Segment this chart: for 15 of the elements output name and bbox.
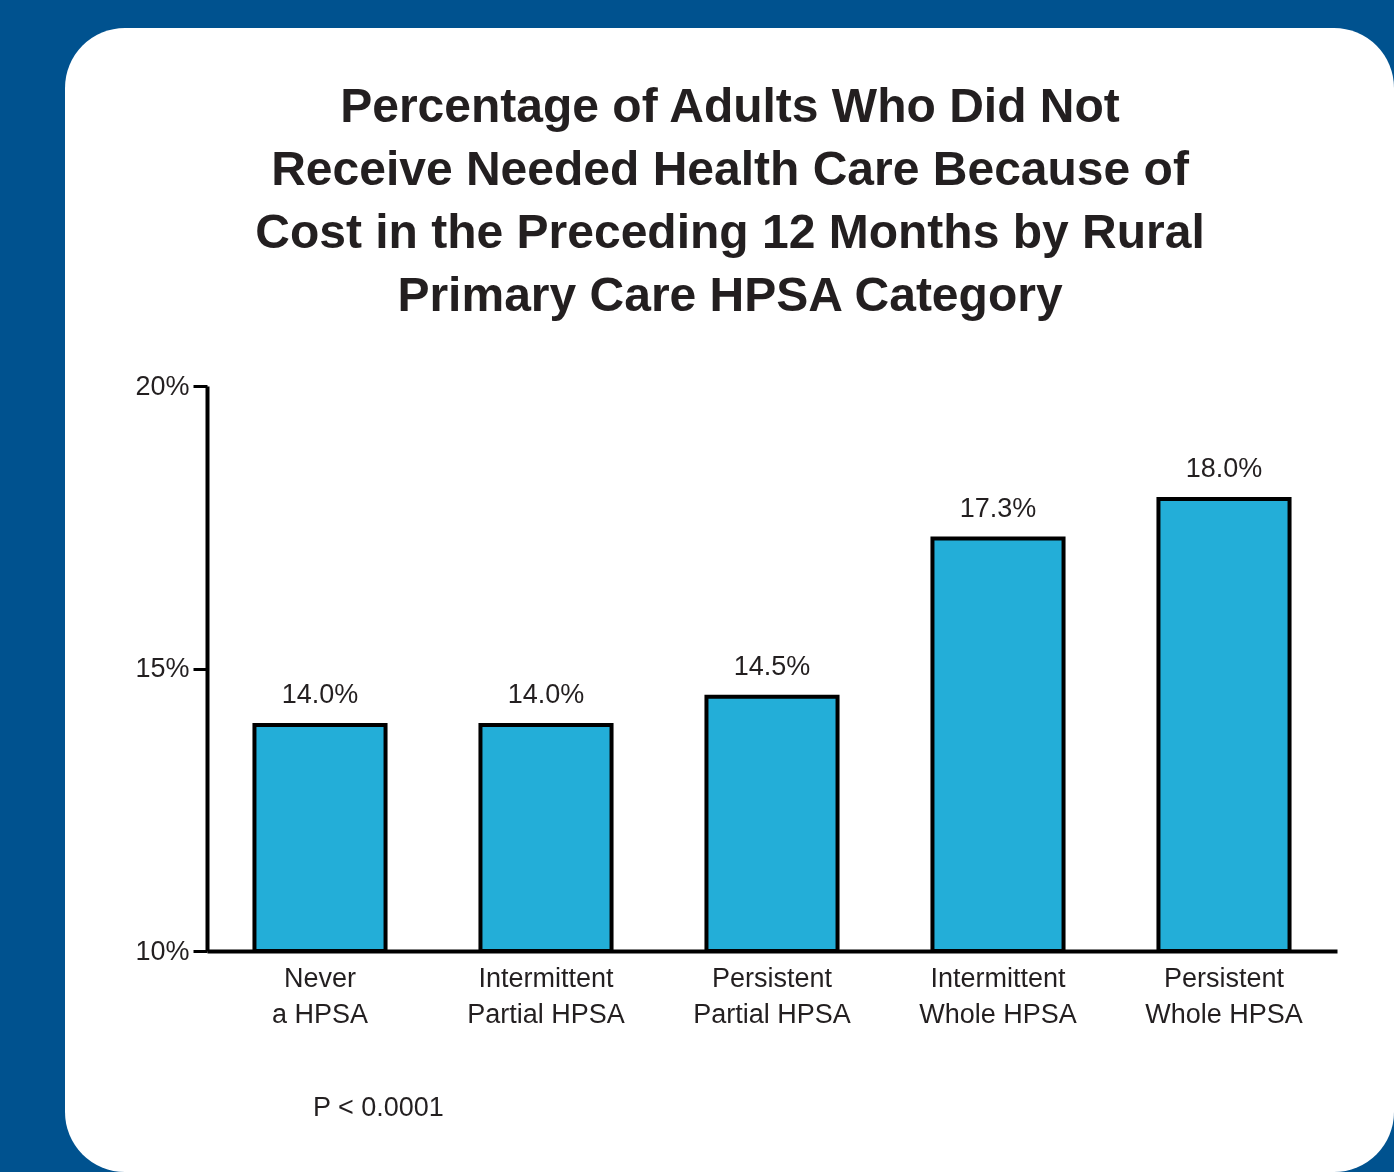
x-tick-label: Persistent Partial HPSA (693, 962, 851, 1029)
chart-title: Percentage of Adults Who Did Not Receive Needed Health Care Because of Cost in the Preceding 12 Months by Rural Primary Care HPSA Category (254, 78, 1206, 323)
y-tick-label: 15% (135, 653, 190, 683)
x-tick-label: Never a HPSA (271, 962, 369, 1029)
y-tick-label: 10% (135, 935, 190, 966)
x-tick-label: Persistent Whole HPSA (1145, 962, 1303, 1029)
data-label: 17.3% (959, 492, 1037, 523)
data-label: 14.0% (281, 679, 359, 709)
y-tick-label: 20% (135, 370, 190, 401)
x-tick-label: Intermittent Whole HPSA (919, 962, 1077, 1029)
data-label: 18.0% (1185, 453, 1263, 483)
x-tick-label: Intermittent Partial HPSA (467, 962, 625, 1029)
data-label: 14.0% (507, 679, 585, 709)
data-label: 14.5% (733, 650, 811, 681)
text: P < 0.0001 (313, 1092, 444, 1123)
